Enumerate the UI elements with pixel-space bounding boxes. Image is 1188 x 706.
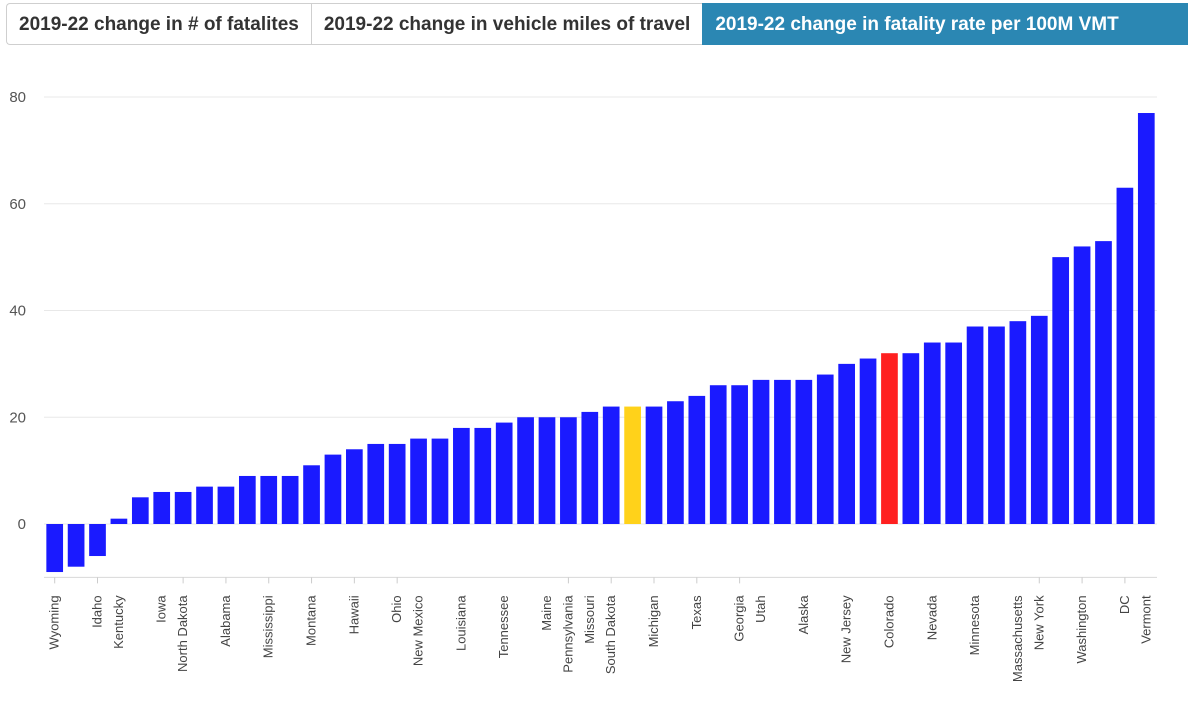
bar[interactable] (838, 363, 855, 524)
bar[interactable] (196, 486, 213, 524)
tab-vmt-change[interactable]: 2019-22 change in vehicle miles of trave… (310, 3, 703, 45)
x-category-label: Louisiana (453, 595, 468, 651)
bar[interactable] (624, 406, 641, 524)
x-category-label: North Dakota (175, 595, 190, 672)
bar[interactable] (431, 438, 449, 524)
bar[interactable] (1095, 241, 1112, 525)
x-category-label: Mississippi (261, 595, 276, 658)
bar[interactable] (966, 326, 984, 524)
x-category-label: Hawaii (346, 595, 361, 634)
bar[interactable] (238, 475, 256, 524)
bar[interactable] (859, 358, 877, 524)
x-category-label: Minnesota (967, 595, 982, 656)
bar[interactable] (645, 406, 663, 524)
bar[interactable] (410, 438, 427, 524)
x-category-label: Missouri (582, 595, 597, 644)
bar[interactable] (602, 406, 620, 524)
bar[interactable] (495, 422, 513, 524)
bar[interactable] (709, 385, 727, 524)
bar[interactable] (517, 417, 534, 524)
bar[interactable] (774, 379, 791, 524)
bar[interactable] (1009, 321, 1027, 524)
x-category-label: Massachusetts (1010, 595, 1025, 682)
bar[interactable] (453, 427, 470, 524)
bar[interactable] (281, 475, 299, 524)
bar[interactable] (1052, 257, 1070, 524)
bar[interactable] (388, 443, 406, 524)
y-tick-label: 60 (9, 196, 26, 213)
x-category-label: Utah (753, 595, 768, 622)
bar[interactable] (988, 326, 1005, 524)
bar[interactable] (560, 417, 577, 524)
bar[interactable] (881, 353, 898, 524)
bar[interactable] (67, 524, 85, 567)
tab-fatalities-change[interactable]: 2019-22 change in # of fatalites (6, 3, 311, 45)
bar[interactable] (217, 486, 235, 524)
x-axis: Wyoming Idaho Kentucky Iowa North Dakota Alab… (44, 576, 1157, 682)
x-category-label: Georgia (732, 595, 747, 642)
bar[interactable] (1073, 246, 1091, 524)
bar[interactable] (346, 449, 363, 524)
bar[interactable] (89, 524, 106, 557)
y-tick-label: 80 (9, 89, 26, 106)
x-category-label: Kentucky (111, 595, 126, 649)
bar[interactable] (474, 427, 492, 524)
bar[interactable] (1116, 187, 1134, 525)
x-category-label: Washington (1074, 595, 1089, 663)
bar[interactable] (1030, 315, 1048, 524)
bar[interactable] (688, 395, 706, 524)
bar[interactable] (110, 518, 128, 524)
x-category-label: Iowa (154, 595, 169, 623)
tab-bar: 2019-22 change in # of fatalites 2019-22… (6, 3, 1188, 47)
bars (46, 113, 1155, 573)
y-axis: 0 20 40 60 80 (9, 89, 26, 533)
x-category-label: Idaho (90, 595, 105, 628)
bar[interactable] (923, 342, 941, 524)
x-category-label: New Jersey (839, 595, 854, 663)
bar[interactable] (46, 524, 64, 573)
x-category-label: Nevada (924, 595, 939, 641)
x-category-label: New York (1031, 595, 1046, 650)
tab-fatality-rate-change[interactable]: 2019-22 change in fatality rate per 100M… (702, 3, 1188, 45)
x-category-label: Ohio (389, 595, 404, 622)
bar[interactable] (538, 417, 556, 524)
bar[interactable] (260, 475, 278, 524)
x-category-label: Vermont (1138, 595, 1153, 644)
x-category-label: Tennessee (496, 595, 511, 658)
x-category-label: Alabama (218, 595, 233, 647)
bar[interactable] (1137, 113, 1155, 524)
y-tick-label: 20 (9, 409, 26, 426)
bar[interactable] (174, 491, 192, 524)
bar[interactable] (667, 401, 684, 524)
bar[interactable] (367, 443, 385, 524)
x-category-label: South Dakota (603, 595, 618, 675)
bar[interactable] (731, 385, 748, 524)
bar[interactable] (816, 374, 834, 524)
bar[interactable] (324, 454, 342, 524)
bar[interactable] (752, 379, 770, 524)
bar[interactable] (153, 491, 171, 524)
bar[interactable] (795, 379, 813, 524)
bar[interactable] (131, 497, 149, 524)
y-tick-label: 40 (9, 303, 26, 320)
x-category-label: Colorado (881, 595, 896, 648)
bar[interactable] (902, 353, 920, 524)
x-category-label: New Mexico (411, 595, 426, 666)
bar[interactable] (303, 465, 320, 524)
x-category-label: Montana (304, 595, 319, 646)
x-category-label: Michigan (646, 595, 661, 647)
x-category-label: Texas (689, 595, 704, 629)
bar[interactable] (581, 411, 599, 524)
x-category-label: Wyoming (47, 595, 62, 649)
bar[interactable] (945, 342, 963, 524)
x-category-label: Pennsylvania (560, 595, 575, 673)
y-tick-label: 0 (18, 516, 26, 533)
x-category-label: Maine (539, 595, 554, 630)
x-category-label: DC (1117, 595, 1132, 614)
x-category-label: Alaska (796, 595, 811, 635)
